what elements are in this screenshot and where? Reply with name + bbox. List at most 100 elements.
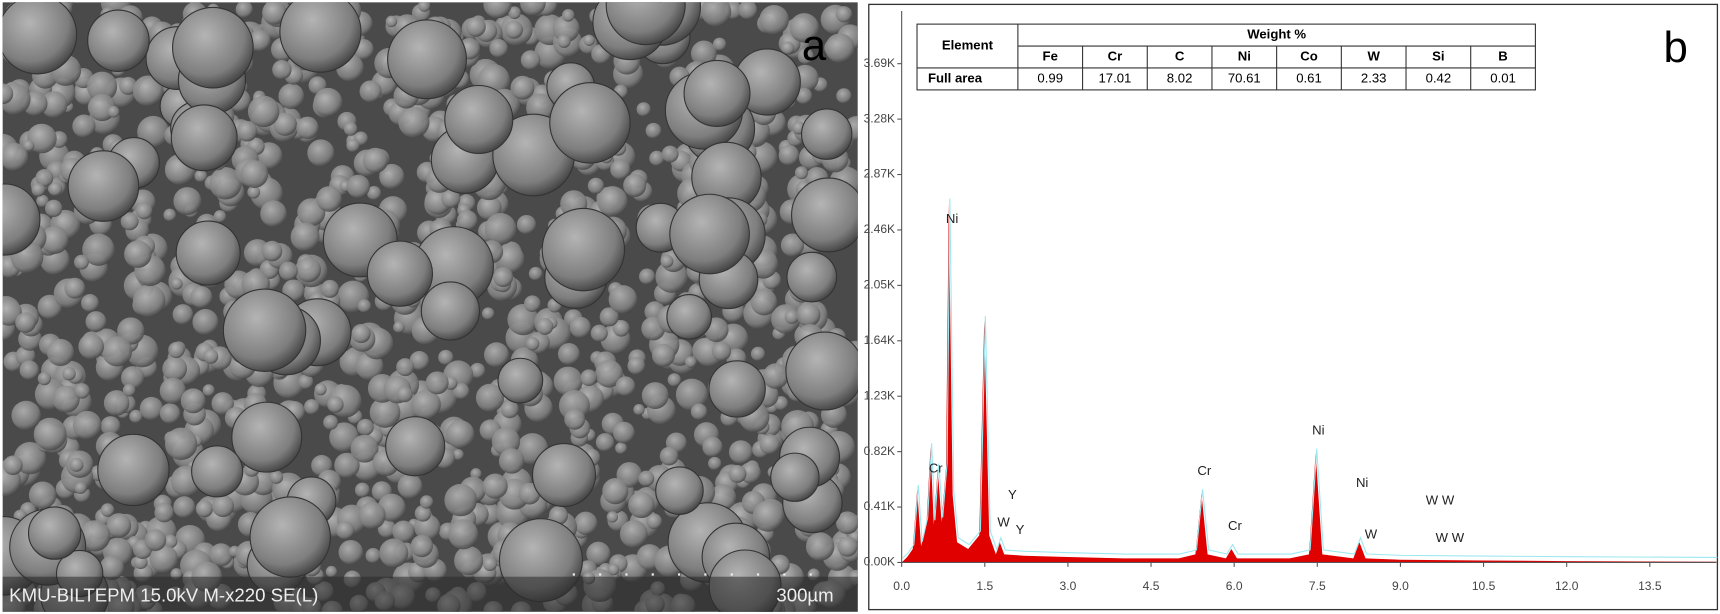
- particle: [346, 138, 360, 153]
- particle: [357, 418, 374, 436]
- particle: [19, 360, 39, 380]
- y-tick-label: 3.69K: [864, 56, 895, 70]
- particle: [261, 240, 283, 262]
- particle: [87, 71, 118, 102]
- particle: [504, 20, 523, 39]
- panel-label: b: [1664, 23, 1688, 72]
- particle: [569, 316, 591, 338]
- particle: [738, 2, 758, 20]
- particle: [22, 139, 35, 152]
- particle: [279, 2, 362, 73]
- particle: [272, 59, 292, 80]
- table-frame: [916, 23, 1536, 91]
- y-tick-label: 2.87K: [864, 167, 895, 181]
- column-header: W: [1367, 48, 1380, 63]
- particle: [231, 401, 303, 473]
- particle: [796, 302, 821, 327]
- particle: [35, 169, 54, 187]
- column-header: Si: [1432, 48, 1444, 63]
- particle: [203, 348, 219, 364]
- particle: [483, 2, 512, 19]
- particle: [615, 376, 636, 397]
- particle: [338, 540, 364, 565]
- particle: [2, 142, 29, 171]
- particle: [691, 40, 717, 67]
- particle: [602, 478, 629, 505]
- particle: [72, 114, 96, 138]
- particle: [343, 122, 358, 136]
- y-tick-label: 0.82K: [864, 444, 895, 458]
- particle: [484, 342, 509, 368]
- particle: [633, 403, 645, 416]
- particle: [711, 341, 732, 361]
- particle: [385, 15, 398, 28]
- particle: [452, 449, 464, 461]
- particle: [163, 534, 178, 549]
- particle: [236, 120, 258, 142]
- particle: [619, 520, 648, 548]
- particle: [728, 465, 747, 483]
- particle: [393, 321, 405, 333]
- column-header: Cr: [1108, 48, 1123, 63]
- table-cell: 70.61: [1228, 70, 1261, 85]
- particle: [497, 357, 544, 404]
- particle: [87, 9, 150, 72]
- peak-label: W: [1365, 527, 1378, 542]
- particle: [379, 538, 409, 568]
- column-header: C: [1175, 48, 1185, 63]
- peak-label: Ni: [1356, 475, 1368, 490]
- particle: [209, 543, 233, 567]
- particle: [612, 320, 630, 337]
- particle: [296, 257, 322, 283]
- particle: [595, 359, 623, 388]
- particle: [411, 389, 441, 420]
- particle: [40, 226, 69, 254]
- particle: [213, 210, 227, 223]
- particle: [574, 511, 598, 535]
- particle: [623, 173, 647, 197]
- particle: [639, 268, 655, 285]
- particle: [194, 169, 208, 183]
- particle: [638, 470, 655, 487]
- particle: [325, 565, 338, 578]
- particle: [628, 491, 655, 519]
- particle: [62, 366, 76, 381]
- particle: [553, 366, 583, 396]
- particle: [712, 37, 727, 51]
- particle: [144, 529, 167, 551]
- particle: [702, 436, 723, 458]
- particle: [489, 38, 508, 58]
- particle: [794, 166, 808, 180]
- particle: [190, 285, 213, 309]
- particle: [507, 304, 539, 336]
- particle: [508, 6, 521, 20]
- particle: [273, 112, 297, 136]
- particle: [350, 434, 379, 463]
- particle: [173, 496, 196, 519]
- particle: [606, 511, 619, 523]
- particle: [195, 500, 214, 518]
- particle: [531, 442, 597, 508]
- particle: [493, 267, 514, 288]
- particle: [170, 104, 238, 172]
- particle: [552, 15, 580, 43]
- particle: [36, 194, 49, 208]
- particle: [587, 177, 605, 194]
- x-tick-label: 4.5: [1143, 579, 1160, 593]
- group-header: Weight %: [1247, 27, 1306, 42]
- particle: [770, 452, 820, 502]
- column-header: Co: [1300, 48, 1318, 63]
- particle: [320, 279, 339, 298]
- x-tick-label: 9.0: [1392, 579, 1409, 593]
- particle: [69, 457, 84, 472]
- particle: [102, 336, 133, 367]
- particle: [646, 513, 663, 530]
- particle: [31, 183, 46, 197]
- row-label: Full area: [928, 70, 983, 85]
- particle: [524, 295, 541, 312]
- particle: [262, 2, 287, 25]
- particle: [786, 251, 838, 303]
- particle: [597, 186, 628, 217]
- particle: [367, 186, 382, 201]
